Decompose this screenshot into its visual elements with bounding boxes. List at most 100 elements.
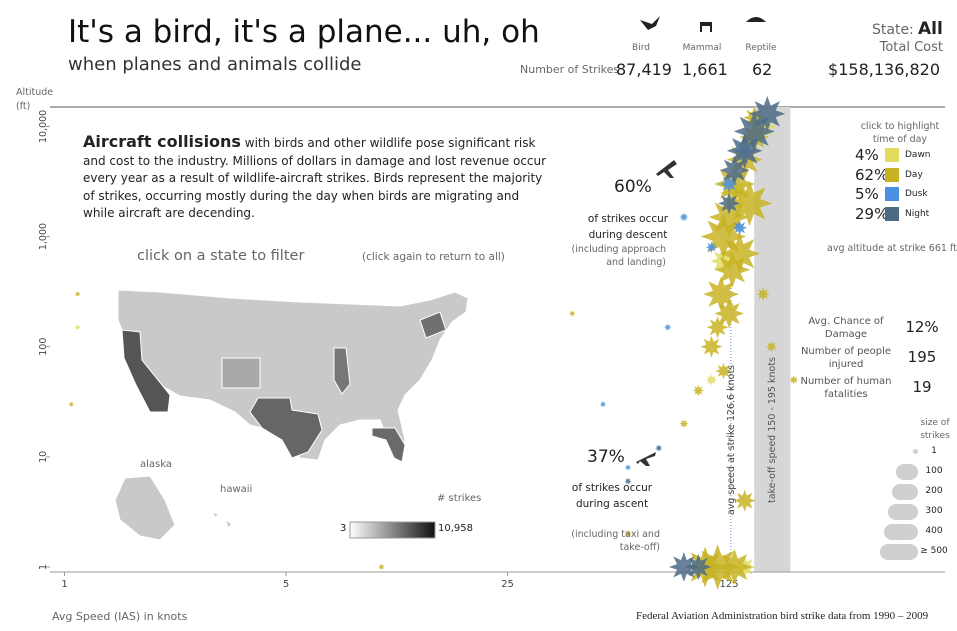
subtitle: when planes and animals collide — [68, 54, 362, 75]
time-swatch[interactable] — [885, 148, 899, 162]
intro: Aircraft collisions with birds and other… — [83, 133, 553, 223]
strike-point — [700, 335, 723, 358]
map-state-fl[interactable] — [371, 427, 406, 463]
ascent-pct: 37% — [587, 447, 625, 467]
time-swatch[interactable] — [885, 167, 899, 182]
animal-count: 62 — [752, 60, 773, 79]
strike-point — [74, 291, 81, 297]
strike-point — [789, 375, 799, 385]
size-swatch — [896, 464, 918, 480]
state-label: State: — [872, 22, 914, 38]
time-swatch[interactable] — [885, 206, 899, 221]
time-swatch[interactable] — [885, 187, 899, 201]
strike-point — [705, 374, 718, 386]
size-swatch — [880, 544, 918, 560]
strike-point — [719, 155, 750, 186]
legend-entry[interactable]: Dawn — [905, 150, 931, 160]
map-alaska[interactable] — [114, 475, 176, 541]
strike-point — [74, 324, 81, 331]
map-legend-min: 3 — [340, 523, 347, 534]
strike-point — [692, 384, 705, 397]
animal-count: 1,661 — [682, 60, 728, 79]
map-instruction: click on a state to filter — [137, 248, 305, 264]
y-tick-label: 100 — [38, 338, 49, 356]
animal-name: Bird — [632, 43, 650, 53]
map-state-tx[interactable] — [249, 397, 323, 459]
intro-body: with birds and other wildlife pose signi… — [83, 136, 547, 220]
y-tick-label: 1,000 — [38, 223, 49, 250]
map-legend-gradient — [349, 521, 436, 539]
size-label: 1 — [931, 446, 937, 456]
legend-entry[interactable]: Night — [905, 208, 930, 219]
strike-point — [624, 530, 632, 538]
size-swatch — [892, 484, 918, 500]
strike-point — [715, 362, 732, 380]
strike-point — [624, 464, 632, 471]
takeoff-band-label: take-off speed 150 - 195 knots — [767, 357, 778, 503]
animal-count: 87,419 — [616, 60, 672, 79]
avg-altitude: avg altitude at strike 661 ft — [827, 243, 957, 254]
stat-label: Number of people injured — [800, 346, 892, 370]
animal-name: Reptile — [745, 43, 777, 53]
strike-point — [733, 489, 756, 512]
source: Federal Aviation Administration bird str… — [636, 610, 929, 622]
state-value[interactable]: All — [918, 19, 943, 39]
x-tick-label: 125 — [720, 579, 739, 590]
strike-point — [679, 212, 689, 222]
time-pct: 4% — [855, 146, 879, 164]
avg-speed-label: avg speed at strike 126.6 knots — [726, 365, 737, 515]
x-tick-label: 5 — [283, 579, 289, 590]
time-pct: 29% — [855, 204, 889, 223]
size-label: 100 — [925, 466, 943, 476]
map-legend-title: # strikes — [437, 493, 482, 504]
bird-icon — [640, 16, 660, 30]
takeoff-band — [754, 107, 791, 572]
intro-heading: Aircraft collisions — [83, 132, 241, 151]
strikes-label: Number of Strikes — [520, 63, 620, 76]
legend-entry[interactable]: Day — [905, 169, 923, 180]
strike-point — [716, 549, 753, 585]
stat-value: 19 — [912, 378, 932, 396]
time-pct: 62% — [855, 165, 889, 184]
strike-point — [624, 477, 632, 485]
y-tick-label: 10 — [38, 451, 49, 463]
map-hawaii-label: hawaii — [220, 484, 253, 495]
map-hawaii[interactable] — [210, 511, 233, 529]
reptile-icon — [746, 17, 766, 22]
map-state-ca[interactable] — [121, 329, 171, 413]
strike-point — [732, 220, 748, 236]
descent-pct: 60% — [614, 177, 652, 197]
strike-point — [706, 316, 729, 339]
size-swatch — [913, 449, 918, 454]
map-state-ny[interactable] — [419, 311, 447, 339]
strike-point — [378, 563, 385, 571]
strike-point — [569, 310, 576, 317]
cost-value: $158,136,820 — [828, 60, 940, 79]
strike-point — [599, 401, 607, 408]
descent-text: of strikes occur during descent — [587, 213, 669, 241]
size-legend-title: size of strikes — [920, 418, 950, 441]
stat-value: 12% — [905, 318, 939, 336]
time-hint: click to highlight time of day — [860, 121, 940, 145]
mammal-icon — [700, 12, 714, 32]
descent-note: (including approach and landing) — [571, 244, 666, 268]
cost-label: Total Cost — [879, 40, 943, 55]
strike-point — [655, 444, 663, 452]
us-map[interactable] — [114, 289, 469, 541]
strike-point — [765, 340, 778, 353]
x-tick-label: 25 — [501, 579, 514, 590]
strike-point — [664, 323, 672, 331]
strike-point — [685, 553, 712, 581]
strike-point — [68, 401, 75, 408]
title: It's a bird, it's a plane... uh, oh — [68, 14, 540, 50]
x-tick-label: 1 — [61, 579, 67, 590]
size-label: 200 — [925, 486, 943, 496]
descent-plane-icon — [656, 160, 677, 178]
map-state-co[interactable] — [221, 357, 261, 389]
stat-value: 195 — [907, 348, 937, 366]
legend-entry[interactable]: Dusk — [905, 189, 928, 199]
map-state-il[interactable] — [333, 347, 351, 395]
size-swatch — [888, 504, 918, 520]
